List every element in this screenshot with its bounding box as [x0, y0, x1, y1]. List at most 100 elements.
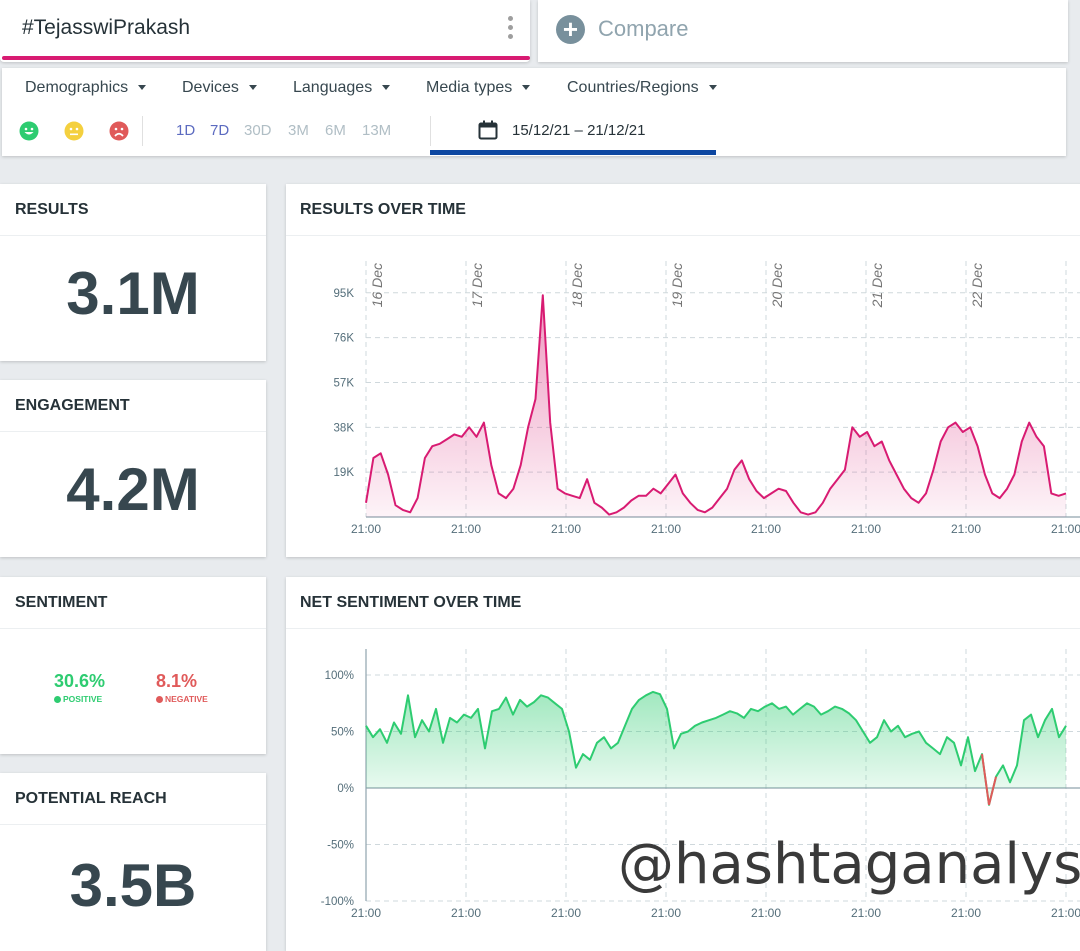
- range-7d[interactable]: 7D: [210, 122, 230, 139]
- series-area: [366, 295, 1066, 517]
- negative-small-icon: [156, 696, 163, 703]
- filter-devices[interactable]: Devices: [182, 79, 257, 97]
- series-line: [365, 690, 1067, 806]
- y-tick-label: 38K: [334, 422, 355, 434]
- y-tick-label: 76K: [334, 333, 355, 345]
- filters-bar: Demographics Devices Languages Media typ…: [2, 68, 1066, 156]
- sentiment-card: SENTIMENT 30.6% POSITIVE 8.1% NEGATIVE: [0, 577, 266, 754]
- x-tick-label: 21:00: [651, 522, 681, 536]
- day-label: 20 Dec: [769, 263, 785, 308]
- add-icon: +: [556, 15, 585, 44]
- filter-languages[interactable]: Languages: [293, 79, 391, 97]
- date-range[interactable]: 15/12/21 – 21/12/21: [512, 122, 646, 139]
- filter-label: Languages: [293, 79, 373, 96]
- filter-label: Devices: [182, 79, 239, 96]
- engagement-title: ENGAGEMENT: [15, 397, 130, 414]
- positive-label-text: POSITIVE: [63, 694, 103, 704]
- search-term-underline: [2, 56, 530, 60]
- positive-percentage: 30.6%: [54, 671, 106, 691]
- results-over-time-card: RESULTS OVER TIME 95K 76K 57K 38K 19K 21:00 21…: [286, 184, 1080, 557]
- day-label: 17 Dec: [469, 263, 485, 307]
- x-tick-label: 21:00: [951, 522, 981, 536]
- positive-small-icon: [54, 696, 61, 703]
- sentiment-chart-title: NET SENTIMENT OVER TIME: [300, 594, 522, 611]
- positive-face-icon[interactable]: [19, 121, 39, 141]
- divider: [0, 235, 266, 236]
- filter-media-types[interactable]: Media types: [426, 79, 531, 97]
- watermark: @hashtaganalysi1: [618, 832, 1080, 897]
- caret-down-icon: [708, 85, 717, 91]
- divider: [0, 628, 266, 629]
- series-area: [366, 691, 1066, 805]
- results-chart[interactable]: 95K 76K 57K 38K 19K 21:00 21:00 21:00 21:00 21:00…: [286, 236, 1080, 557]
- range-6m[interactable]: 6M: [325, 122, 346, 139]
- range-13m[interactable]: 13M: [362, 122, 392, 139]
- x-tick-label: 21:00: [651, 906, 681, 920]
- x-tick-label: 21:00: [1051, 522, 1080, 536]
- filter-countries-regions[interactable]: Countries/Regions: [567, 79, 717, 97]
- y-tick-label: 57K: [334, 377, 355, 389]
- results-chart-title: RESULTS OVER TIME: [300, 201, 466, 218]
- filter-label: Media types: [426, 79, 513, 96]
- potential-reach-title: POTENTIAL REACH: [15, 790, 167, 807]
- caret-down-icon: [382, 85, 391, 91]
- x-tick-label: 21:00: [451, 522, 481, 536]
- neutral-face-icon[interactable]: [64, 121, 84, 141]
- series-line: [365, 294, 1067, 516]
- divider: [286, 628, 1080, 629]
- results-title: RESULTS: [15, 201, 89, 218]
- filter-demographics[interactable]: Demographics: [25, 79, 147, 97]
- divider: [430, 116, 431, 146]
- x-tick-label: 21:00: [351, 522, 381, 536]
- x-tick-label: 21:00: [751, 906, 781, 920]
- sentiment-chart[interactable]: 100%50%0%-50%-100%21:00 21:00 21:00 21:00 21…: [286, 629, 1080, 951]
- y-tick-label: 100%: [325, 670, 354, 682]
- net-sentiment-card: NET SENTIMENT OVER TIME 100% 50% 0% -50% -10…: [286, 577, 1080, 951]
- engagement-card: ENGAGEMENT 4.2M: [0, 380, 266, 557]
- search-term[interactable]: #TejasswiPrakash: [22, 16, 191, 39]
- search-term-card[interactable]: #TejasswiPrakash: [0, 0, 530, 62]
- caret-down-icon: [248, 85, 257, 91]
- day-label: 19 Dec: [669, 263, 685, 307]
- negative-label: NEGATIVE: [156, 694, 208, 704]
- range-1d[interactable]: 1D: [176, 122, 196, 139]
- range-30d[interactable]: 30D: [244, 122, 272, 139]
- negative-face-icon[interactable]: [109, 121, 129, 141]
- compare-label: Compare: [598, 16, 689, 41]
- range-3m[interactable]: 3M: [288, 122, 309, 139]
- potential-reach-value: 3.5B: [69, 852, 197, 919]
- divider: [142, 116, 143, 146]
- compare-button[interactable]: + Compare: [538, 0, 1068, 62]
- y-tick-label: 0%: [337, 783, 354, 795]
- caret-down-icon: [138, 85, 147, 91]
- x-tick-label: 21:00: [451, 906, 481, 920]
- divider: [286, 235, 1080, 236]
- day-label: 22 Dec: [969, 263, 985, 308]
- calendar-icon[interactable]: [478, 120, 498, 145]
- results-value: 3.1M: [66, 260, 200, 327]
- y-tick-label: -50%: [327, 840, 354, 852]
- divider: [0, 824, 266, 825]
- x-tick-label: 21:00: [1051, 906, 1080, 920]
- negative-percentage: 8.1%: [156, 671, 198, 691]
- y-tick-label: 19K: [334, 467, 355, 479]
- day-label: 21 Dec: [869, 263, 885, 308]
- positive-label: POSITIVE: [54, 694, 102, 704]
- x-tick-label: 21:00: [951, 906, 981, 920]
- potential-reach-card: POTENTIAL REACH 3.5B: [0, 773, 266, 951]
- date-range-underline: [430, 150, 716, 155]
- y-tick-label: 95K: [334, 288, 355, 300]
- x-tick-label: 21:00: [851, 906, 881, 920]
- filter-label: Countries/Regions: [567, 79, 699, 96]
- y-tick-label: -100%: [321, 896, 354, 908]
- more-options-icon[interactable]: [508, 16, 514, 43]
- x-tick-label: 21:00: [551, 522, 581, 536]
- divider: [0, 431, 266, 432]
- day-label: 18 Dec: [569, 263, 585, 307]
- engagement-value: 4.2M: [66, 456, 200, 523]
- filter-label: Demographics: [25, 79, 129, 96]
- day-label: 16 Dec: [369, 263, 385, 307]
- results-card: RESULTS 3.1M: [0, 184, 266, 361]
- x-tick-label: 21:00: [851, 522, 881, 536]
- caret-down-icon: [522, 85, 531, 91]
